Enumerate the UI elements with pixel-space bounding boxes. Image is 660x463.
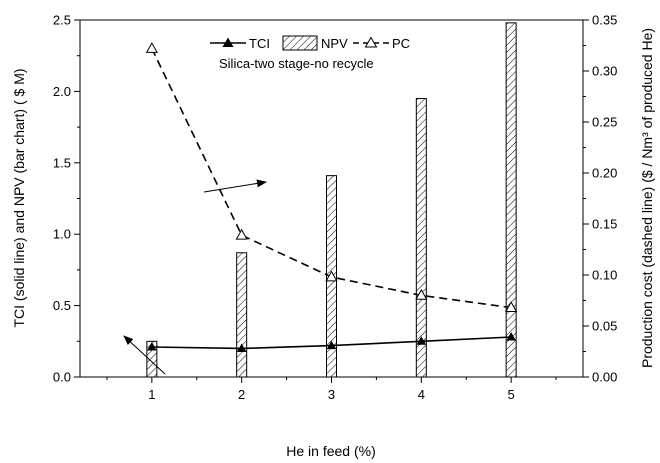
left-axis-ticks: 0.0 0.5 1.0 1.5 2.0 2.5 — [53, 13, 80, 385]
right-axis-ticks: 0.00 0.05 0.10 0.15 0.20 0.25 0.30 0.35 — [583, 13, 617, 385]
legend: TCI NPV PC — [210, 35, 410, 51]
x-axis-label: He in feed (%) — [286, 443, 375, 459]
x-tick-label: 4 — [418, 387, 425, 402]
right-tick-label: 0.30 — [592, 64, 617, 79]
right-tick-label: 0.15 — [592, 217, 617, 232]
pc-point — [415, 288, 428, 300]
right-axis-label: Production cost (dashed line) ($ / Nm³ o… — [639, 28, 655, 368]
right-tick-label: 0.25 — [592, 115, 617, 130]
pc-series — [145, 42, 518, 312]
legend-npv-label: NPV — [321, 36, 348, 51]
right-tick-label: 0.05 — [592, 319, 617, 334]
tci-series — [147, 332, 516, 352]
pc-point — [145, 42, 158, 53]
left-tick-label: 0.5 — [53, 298, 71, 313]
tci-point — [236, 343, 247, 352]
left-axis-label: TCI (solid line) and NPV (bar chart) ( $… — [11, 68, 27, 327]
npv-bar — [505, 22, 517, 378]
left-tick-label: 2.5 — [53, 13, 71, 28]
npv-bars — [146, 22, 517, 378]
legend-pc-label: PC — [392, 36, 410, 51]
x-tick-label: 5 — [508, 387, 515, 402]
x-tick-label: 3 — [328, 387, 335, 402]
legend-tci-marker — [222, 37, 234, 47]
tci-point — [147, 342, 157, 351]
x-axis-ticks: 1 2 3 4 5 — [106, 377, 557, 402]
npv-bar — [236, 252, 248, 378]
left-tick-label: 0.0 — [53, 370, 71, 385]
x-tick-label: 2 — [238, 387, 245, 402]
tci-point — [416, 336, 427, 345]
right-tick-label: 0.10 — [592, 268, 617, 283]
left-tick-label: 1.0 — [53, 227, 71, 242]
x-tick-label: 1 — [148, 387, 155, 402]
arrow-to-right-axis — [203, 179, 267, 193]
legend-tci-label: TCI — [249, 36, 270, 51]
pc-point — [325, 270, 338, 282]
tci-point — [506, 332, 516, 341]
arrow-to-left-axis — [123, 335, 166, 375]
pc-point — [505, 301, 518, 312]
right-tick-label: 0.20 — [592, 166, 617, 181]
left-tick-label: 1.5 — [53, 155, 71, 170]
left-tick-label: 2.0 — [53, 84, 71, 99]
right-tick-label: 0.35 — [592, 13, 617, 28]
right-tick-label: 0.00 — [592, 370, 617, 385]
npv-bar — [415, 98, 427, 378]
legend-pc-marker — [364, 36, 378, 48]
legend-npv-swatch — [282, 35, 318, 51]
chart-subtitle: Silica-two stage-no recycle — [219, 56, 374, 71]
pc-point — [235, 228, 248, 240]
tci-point — [326, 340, 337, 350]
